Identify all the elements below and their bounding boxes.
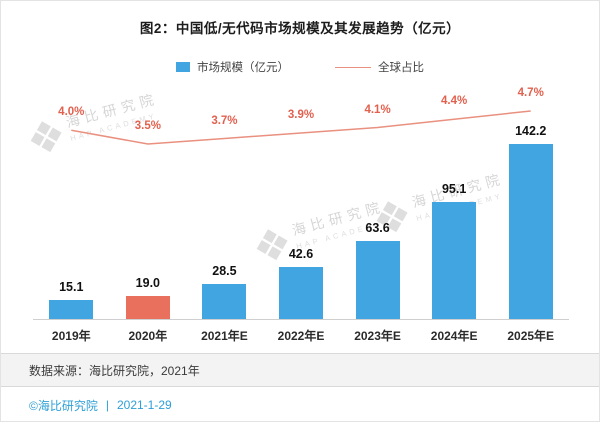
- category-label: 2023年E: [354, 329, 401, 343]
- line-series-swatch: [335, 66, 371, 68]
- category-label: 2021年E: [201, 329, 248, 343]
- legend: 市场规模（亿元） 全球占比: [1, 59, 599, 75]
- copyright-text: ©海比研究院: [29, 398, 98, 413]
- copyright-separator: |: [105, 398, 109, 412]
- percent-label: 4.4%: [441, 95, 468, 108]
- percent-label: 3.5%: [134, 120, 161, 132]
- category-label: 2020年: [128, 329, 168, 343]
- percent-label: 4.0%: [58, 106, 85, 119]
- category-label: 2025年E: [507, 329, 555, 343]
- bar-value-label: 63.6: [365, 220, 390, 235]
- bar-value-label: 142.2: [515, 124, 547, 138]
- data-source-bar: 数据来源：海比研究院，2021年: [1, 353, 599, 387]
- data-source-text: 数据来源：海比研究院，2021年: [29, 363, 200, 378]
- percent-label: 3.9%: [287, 109, 315, 121]
- percent-label: 4.1%: [364, 103, 391, 116]
- percent-label: 4.7%: [517, 87, 544, 99]
- bar-2021年E: [202, 283, 247, 319]
- bar-value-label: 95.1: [441, 182, 467, 196]
- bar-2025年E: [508, 144, 553, 319]
- legend-item-market-size: 市场规模（亿元）: [176, 59, 289, 75]
- bar-series-swatch: [176, 62, 190, 72]
- bar-value-label: 15.1: [59, 280, 84, 295]
- bar-2024年E: [432, 202, 477, 319]
- publish-date: 2021-1-29: [116, 398, 172, 412]
- x-axis-line: [33, 319, 569, 320]
- legend-label-global-share: 全球占比: [378, 62, 424, 74]
- copyright-bar: ©海比研究院 | 2021-1-29: [29, 387, 599, 421]
- legend-item-global-share: 全球占比: [335, 59, 424, 75]
- legend-label-market-size: 市场规模（亿元）: [197, 62, 289, 74]
- bar-2020年: [125, 295, 170, 319]
- bar-2019年: [49, 300, 94, 319]
- bar-value-label: 42.6: [288, 246, 314, 261]
- category-label: 2019年: [51, 329, 91, 343]
- category-label: 2024年E: [430, 329, 478, 343]
- category-label: 2022年E: [277, 329, 325, 343]
- bar-value-label: 28.5: [212, 263, 237, 278]
- percent-label: 3.7%: [211, 114, 238, 127]
- chart-title: 图2：中国低/无代码市场规模及其发展趋势（亿元）: [139, 21, 461, 36]
- bar-value-label: 19.0: [135, 275, 161, 290]
- bar-2022年E: [279, 266, 323, 319]
- bar-2023年E: [355, 240, 400, 319]
